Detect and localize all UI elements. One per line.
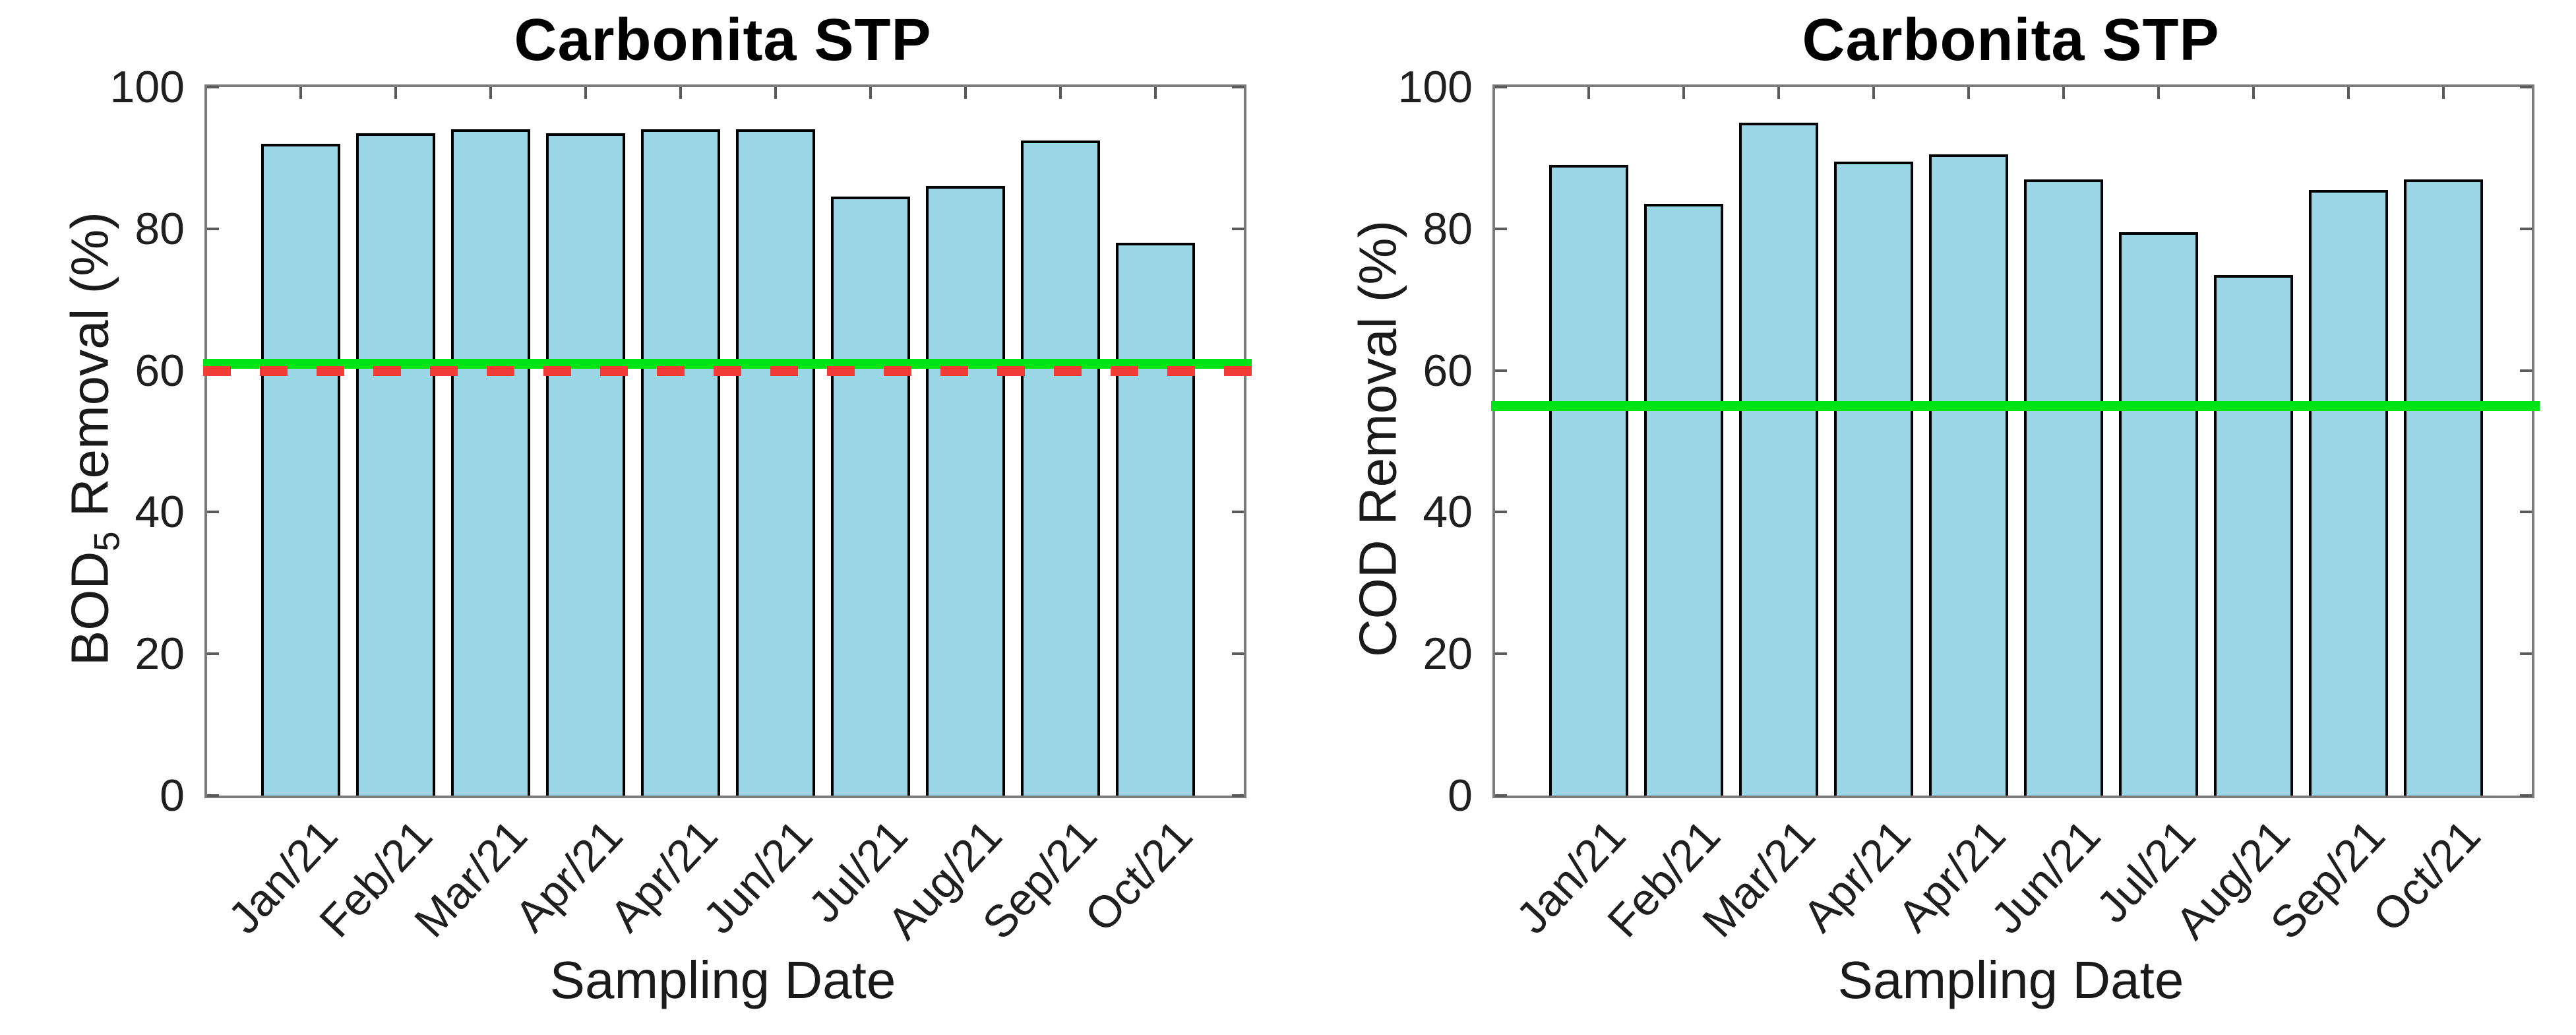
y-tick-left bbox=[1495, 227, 1507, 230]
y-tick-label: 40 bbox=[1423, 487, 1473, 538]
x-tick-top bbox=[1587, 87, 1590, 99]
y-tick-right bbox=[2520, 227, 2532, 230]
y-tick-right bbox=[2520, 652, 2532, 656]
x-tick-top bbox=[489, 87, 492, 99]
y-axis-label-rest: Removal (%) bbox=[60, 211, 119, 532]
y-tick-label: 80 bbox=[135, 203, 185, 254]
y-tick-left bbox=[207, 794, 219, 797]
bar-Aug/21 bbox=[2214, 274, 2293, 796]
bar-Apr/21 bbox=[1834, 161, 1913, 796]
chart-bod5-removal: Carbonita STP BOD5 Removal (%) Jan/21 Feb… bbox=[60, 7, 1252, 1009]
y-tick-left bbox=[1495, 652, 1507, 656]
y-axis-label-subscript: 5 bbox=[86, 531, 127, 551]
x-tick-label: Apr/21 bbox=[1793, 810, 1920, 942]
x-tick-label: Jun/21 bbox=[693, 810, 822, 943]
y-tick-right bbox=[1232, 227, 1244, 230]
x-tick-label: Oct/21 bbox=[1075, 810, 1202, 942]
y-tick-left bbox=[207, 86, 219, 88]
x-tick-top bbox=[299, 87, 302, 99]
y-tick-left bbox=[1495, 511, 1507, 514]
y-tick-right bbox=[2520, 511, 2532, 514]
y-tick-label: 40 bbox=[135, 487, 185, 538]
y-tick-label: 60 bbox=[135, 345, 185, 396]
y-tick-label: 100 bbox=[1397, 62, 1473, 112]
bar-Oct/21 bbox=[2404, 179, 2483, 796]
bar-Sep/21 bbox=[2309, 189, 2388, 796]
y-tick-left bbox=[207, 227, 219, 230]
x-tick-label: Apr/21 bbox=[505, 810, 632, 942]
y-tick-label: 20 bbox=[135, 629, 185, 679]
x-tick-label: Oct/21 bbox=[2363, 810, 2490, 942]
bar-Mar/21 bbox=[1739, 122, 1818, 796]
y-axis-label: COD Removal (%) bbox=[1348, 220, 1416, 657]
x-axis-label: Sampling Date bbox=[549, 951, 896, 1009]
y-axis-label: BOD5 Removal (%) bbox=[60, 212, 128, 666]
x-tick-top bbox=[2062, 87, 2065, 99]
y-tick-left bbox=[1495, 86, 1507, 88]
x-axis-label: Sampling Date bbox=[1837, 951, 2184, 1009]
x-tick-top bbox=[1872, 87, 1875, 99]
x-tick-top bbox=[2347, 87, 2350, 99]
red-limit-line bbox=[203, 365, 1252, 376]
chart-cod-removal: Carbonita STP COD Removal (%) Jan/21 Feb/… bbox=[1288, 0, 2576, 1035]
bar-Jan/21 bbox=[1549, 165, 1628, 796]
bar-Jul/21 bbox=[2119, 232, 2198, 796]
y-axis-label-main: COD bbox=[1348, 540, 1407, 658]
x-tick-top bbox=[774, 87, 777, 99]
bar-Feb/21 bbox=[1644, 204, 1723, 796]
bar-Feb/21 bbox=[356, 133, 435, 796]
y-tick-right bbox=[2520, 369, 2532, 372]
y-tick-right bbox=[1232, 511, 1244, 514]
y-tick-right bbox=[1232, 652, 1244, 656]
x-tick-top bbox=[2157, 87, 2160, 99]
y-tick-label: 80 bbox=[1423, 203, 1473, 254]
x-tick-top bbox=[1682, 87, 1685, 99]
green-target-line bbox=[1491, 401, 2540, 412]
y-tick-right bbox=[1232, 86, 1244, 88]
y-tick-left bbox=[207, 652, 219, 656]
bar-Aug/21 bbox=[926, 186, 1005, 796]
x-tick-top bbox=[1777, 87, 1780, 99]
bar-Mar/21 bbox=[451, 129, 530, 796]
bar-Apr/21 bbox=[1929, 154, 2008, 796]
y-tick-right bbox=[2520, 794, 2532, 797]
x-tick-top bbox=[2442, 87, 2445, 99]
x-tick-top bbox=[679, 87, 682, 99]
x-tick-top bbox=[584, 87, 587, 99]
bar-Oct/21 bbox=[1116, 243, 1195, 796]
chart-title: Carbonita STP bbox=[514, 7, 932, 73]
y-tick-left bbox=[1495, 794, 1507, 797]
plot-area: Jan/21 Feb/21 Mar/21 Apr/21 Apr/21 Jun/21 Jul/… bbox=[110, 62, 1252, 949]
y-tick-label: 100 bbox=[109, 62, 185, 112]
bar-Jul/21 bbox=[831, 197, 910, 796]
x-tick-top bbox=[1059, 87, 1062, 99]
y-axis-label-rest: Removal (%) bbox=[1348, 220, 1407, 540]
y-tick-label: 60 bbox=[1423, 345, 1473, 396]
x-tick-top bbox=[394, 87, 397, 99]
bar-Apr/21 bbox=[641, 129, 720, 796]
x-tick-top bbox=[1154, 87, 1157, 99]
y-tick-right bbox=[1232, 794, 1244, 797]
bar-Jun/21 bbox=[2024, 179, 2103, 796]
y-tick-label: 20 bbox=[1423, 629, 1473, 679]
y-tick-left bbox=[207, 511, 219, 514]
y-axis-label-main: BOD bbox=[60, 551, 119, 666]
x-tick-top bbox=[869, 87, 872, 99]
y-tick-right bbox=[2520, 86, 2532, 88]
y-tick-label: 0 bbox=[160, 770, 185, 821]
bar-Jan/21 bbox=[261, 143, 340, 796]
y-tick-label: 0 bbox=[1448, 770, 1473, 821]
x-tick-top bbox=[2252, 87, 2255, 99]
x-tick-top bbox=[964, 87, 967, 99]
plot-area: Jan/21 Feb/21 Mar/21 Apr/21 Apr/21 Jun/21 Jul/… bbox=[1398, 62, 2540, 949]
bar-Apr/21 bbox=[546, 133, 625, 796]
chart-title: Carbonita STP bbox=[1802, 7, 2220, 73]
bar-Jun/21 bbox=[736, 129, 815, 796]
bar-Sep/21 bbox=[1021, 140, 1100, 796]
x-tick-top bbox=[1967, 87, 1970, 99]
y-tick-left bbox=[1495, 369, 1507, 372]
x-tick-label: Jun/21 bbox=[1981, 810, 2110, 943]
